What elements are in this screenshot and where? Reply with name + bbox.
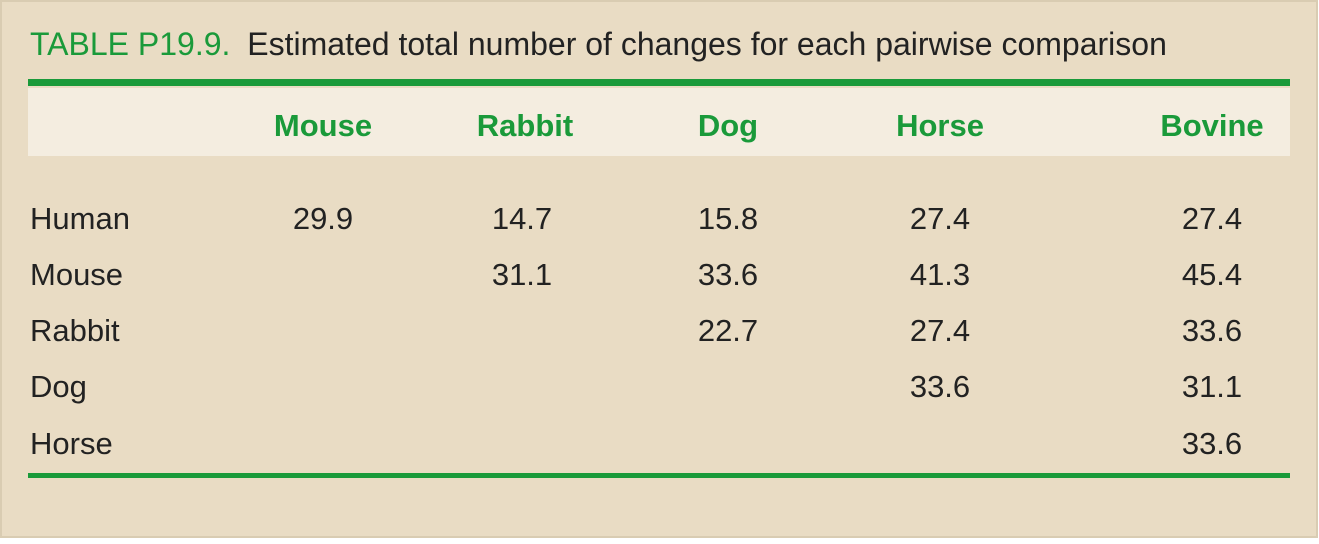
table-cell: 29.9 — [293, 201, 353, 236]
table-cell: 33.6 — [1182, 426, 1242, 461]
title-label: TABLE P19.9. — [30, 26, 230, 62]
top-rule — [28, 79, 1290, 86]
table-cell: 41.3 — [910, 257, 970, 292]
row-label: Horse — [30, 426, 113, 461]
column-header: Bovine — [1160, 108, 1263, 143]
row-label: Rabbit — [30, 313, 120, 348]
table-cell: 15.8 — [698, 201, 758, 236]
table-cell: 22.7 — [698, 313, 758, 348]
table-title: TABLE P19.9. Estimated total number of c… — [30, 26, 1167, 62]
table-cell: 33.6 — [698, 257, 758, 292]
table-cell: 27.4 — [910, 313, 970, 348]
bottom-rule — [28, 473, 1290, 478]
table-cell: 45.4 — [1182, 257, 1242, 292]
row-label: Human — [30, 201, 130, 236]
table-cell: 33.6 — [1182, 313, 1242, 348]
row-label: Mouse — [30, 257, 123, 292]
column-header: Mouse — [274, 108, 372, 143]
table-cell: 27.4 — [910, 201, 970, 236]
table-cell: 31.1 — [492, 257, 552, 292]
row-label: Dog — [30, 369, 87, 404]
column-header: Rabbit — [477, 108, 573, 143]
title-caption: Estimated total number of changes for ea… — [247, 26, 1167, 62]
table-cell: 14.7 — [492, 201, 552, 236]
table-cell: 27.4 — [1182, 201, 1242, 236]
header-band — [28, 88, 1290, 156]
column-header: Horse — [896, 108, 984, 143]
table-cell: 31.1 — [1182, 369, 1242, 404]
column-header: Dog — [698, 108, 758, 143]
table-cell: 33.6 — [910, 369, 970, 404]
